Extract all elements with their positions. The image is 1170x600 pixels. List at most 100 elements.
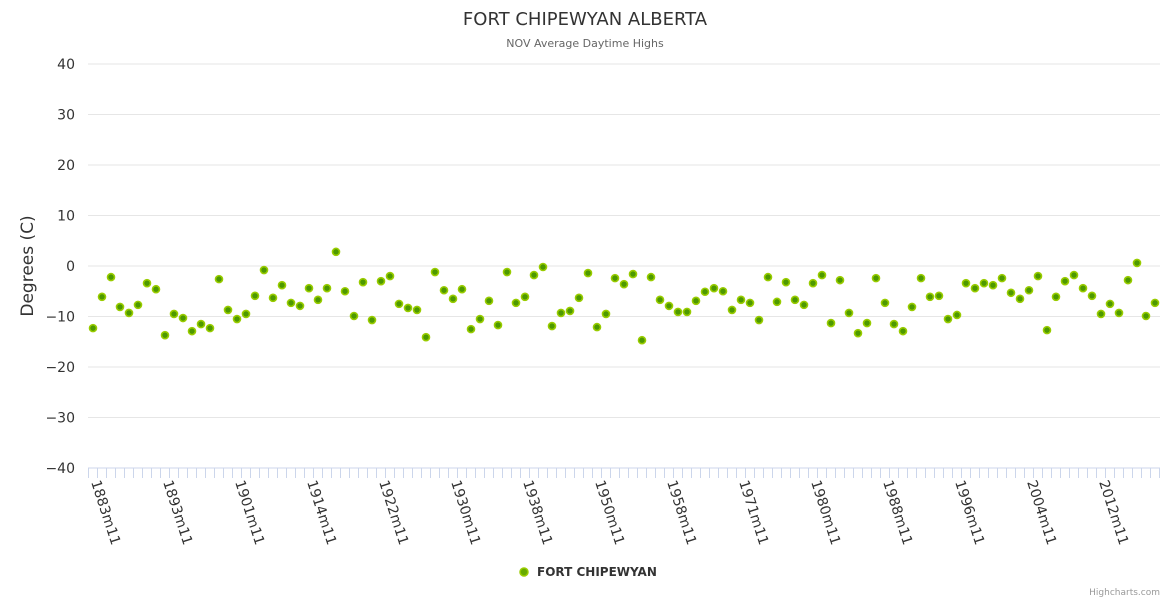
data-point bbox=[1042, 325, 1052, 335]
data-point bbox=[412, 305, 422, 315]
y-tick-label: −10 bbox=[45, 310, 75, 326]
data-point bbox=[934, 291, 944, 301]
data-point bbox=[691, 296, 701, 306]
x-tick-label: 1938m11 bbox=[519, 478, 555, 547]
data-point bbox=[1150, 298, 1160, 308]
data-point bbox=[187, 326, 197, 336]
data-point bbox=[1078, 283, 1088, 293]
y-tick-label: 40 bbox=[57, 57, 75, 73]
data-point bbox=[853, 328, 863, 338]
data-point bbox=[295, 301, 305, 311]
x-tick-label: 1883m11 bbox=[87, 478, 123, 547]
data-point bbox=[367, 315, 377, 325]
data-point bbox=[619, 279, 629, 289]
data-point bbox=[907, 302, 917, 312]
data-point bbox=[142, 278, 152, 288]
data-point bbox=[286, 298, 296, 308]
data-point bbox=[403, 303, 413, 313]
chart-subtitle: NOV Average Daytime Highs bbox=[506, 37, 664, 50]
data-point bbox=[502, 267, 512, 277]
data-point bbox=[772, 297, 782, 307]
y-tick-label: −40 bbox=[45, 461, 75, 477]
data-point bbox=[250, 291, 260, 301]
x-tick-label: 1893m11 bbox=[159, 478, 195, 547]
y-axis-labels: 40 30 20 10 0 −10 −20 −30 −40 bbox=[45, 57, 75, 477]
data-point bbox=[781, 277, 791, 287]
y-tick-label: 10 bbox=[57, 209, 75, 225]
data-point bbox=[988, 280, 998, 290]
data-point bbox=[1132, 258, 1142, 268]
legend-label: FORT CHIPEWYAN bbox=[537, 565, 657, 579]
data-point bbox=[925, 292, 935, 302]
data-point bbox=[826, 318, 836, 328]
x-tick-label: 1958m11 bbox=[663, 478, 699, 547]
data-point bbox=[376, 276, 386, 286]
data-point bbox=[124, 308, 134, 318]
data-point bbox=[1141, 311, 1151, 321]
y-tick-label: 0 bbox=[66, 259, 75, 275]
data-point bbox=[88, 323, 98, 333]
data-point bbox=[466, 324, 476, 334]
data-point bbox=[799, 300, 809, 310]
data-point bbox=[520, 292, 530, 302]
x-tick-label: 1971m11 bbox=[735, 478, 771, 547]
data-point bbox=[151, 284, 161, 294]
x-tick-label: 1930m11 bbox=[447, 478, 483, 547]
data-point bbox=[1051, 292, 1061, 302]
data-point bbox=[1087, 291, 1097, 301]
data-point bbox=[862, 318, 872, 328]
data-point bbox=[943, 314, 953, 324]
data-point bbox=[970, 283, 980, 293]
credits-link[interactable]: Highcharts.com bbox=[1089, 588, 1160, 598]
data-point bbox=[457, 284, 467, 294]
x-tick-label: 1901m11 bbox=[231, 478, 267, 547]
x-tick-label: 1914m11 bbox=[303, 478, 339, 547]
data-point bbox=[790, 295, 800, 305]
y-tick-label: −20 bbox=[45, 360, 75, 376]
legend-item[interactable]: FORT CHIPEWYAN bbox=[519, 565, 657, 579]
data-point bbox=[259, 265, 269, 275]
data-point bbox=[844, 308, 854, 318]
data-point bbox=[637, 335, 647, 345]
data-point bbox=[808, 278, 818, 288]
data-point bbox=[241, 309, 251, 319]
data-point bbox=[547, 321, 557, 331]
data-point bbox=[1105, 299, 1115, 309]
data-point bbox=[331, 247, 341, 257]
data-point bbox=[952, 310, 962, 320]
data-point bbox=[529, 270, 539, 280]
data-point bbox=[1096, 309, 1106, 319]
data-point bbox=[169, 309, 179, 319]
data-point bbox=[439, 285, 449, 295]
y-tick-label: −30 bbox=[45, 411, 75, 427]
data-point bbox=[700, 287, 710, 297]
y-tick-label: 20 bbox=[57, 158, 75, 174]
data-point bbox=[1015, 294, 1025, 304]
data-point bbox=[178, 313, 188, 323]
x-tick-label: 1996m11 bbox=[951, 478, 987, 547]
data-point bbox=[979, 278, 989, 288]
x-tick-label: 1950m11 bbox=[591, 478, 627, 547]
data-point bbox=[709, 283, 719, 293]
data-point bbox=[556, 308, 566, 318]
data-point bbox=[313, 295, 323, 305]
data-point bbox=[349, 311, 359, 321]
data-point bbox=[817, 270, 827, 280]
data-point bbox=[1006, 288, 1016, 298]
data-point bbox=[736, 295, 746, 305]
data-point bbox=[1114, 308, 1124, 318]
data-point bbox=[727, 305, 737, 315]
x-axis: 1883m11 1893m11 1901m11 1914m11 1922m11 1930m… bbox=[87, 467, 1160, 547]
data-point bbox=[754, 315, 764, 325]
data-point bbox=[430, 267, 440, 277]
data-point bbox=[997, 273, 1007, 283]
data-point bbox=[646, 272, 656, 282]
data-point bbox=[160, 330, 170, 340]
data-point bbox=[565, 306, 575, 316]
chart-title: FORT CHIPEWYAN ALBERTA bbox=[463, 9, 708, 30]
data-point bbox=[763, 272, 773, 282]
data-point bbox=[484, 296, 494, 306]
data-point bbox=[358, 277, 368, 287]
data-point bbox=[214, 274, 224, 284]
